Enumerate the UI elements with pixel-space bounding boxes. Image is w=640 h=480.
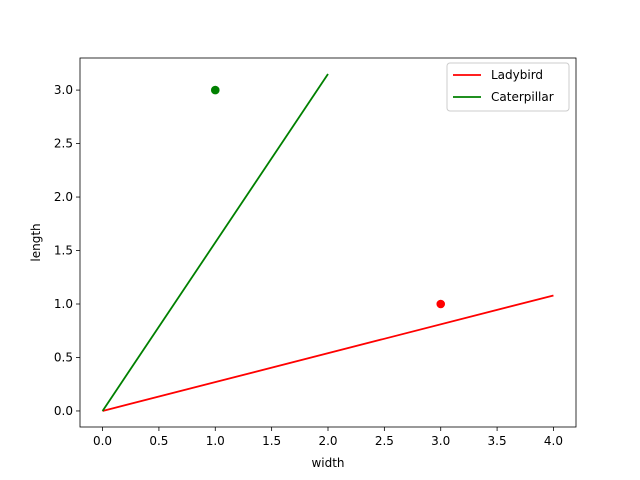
series-line-caterpillar	[101, 73, 329, 412]
legend-label-caterpillar: Caterpillar	[491, 90, 554, 104]
series-line-ladybird	[102, 294, 554, 412]
y-axis-label: length	[29, 223, 43, 261]
x-tick-label: 4.0	[544, 434, 563, 448]
y-tick-label: 0.0	[54, 404, 73, 418]
legend: Ladybird Caterpillar	[446, 62, 570, 112]
y-tick-label: 1.5	[54, 244, 73, 258]
x-tick-label: 1.5	[262, 434, 281, 448]
legend-label-ladybird: Ladybird	[491, 68, 543, 82]
y-tick-label: 0.5	[54, 350, 73, 364]
x-tick-label: 2.0	[318, 434, 337, 448]
y-tick-label: 3.0	[54, 83, 73, 97]
y-axis: 0.0 0.5 1.0 1.5 2.0 2.5 3.0	[54, 83, 80, 418]
x-axis: 0.0 0.5 1.0 1.5 2.0 2.5 3.0 3.5 4.0	[93, 427, 563, 448]
x-tick-label: 0.5	[149, 434, 168, 448]
y-tick-label: 2.0	[54, 190, 73, 204]
y-tick-label: 1.0	[54, 297, 73, 311]
x-tick-label: 3.0	[431, 434, 450, 448]
x-tick-label: 3.5	[488, 434, 507, 448]
scatter-point-1	[210, 85, 220, 95]
plot-area	[101, 73, 554, 412]
x-axis-label: width	[311, 456, 344, 470]
x-tick-label: 1.0	[206, 434, 225, 448]
y-tick-label: 2.5	[54, 137, 73, 151]
x-tick-label: 2.5	[375, 434, 394, 448]
scatter-point-0	[436, 299, 446, 309]
x-tick-label: 0.0	[93, 434, 112, 448]
